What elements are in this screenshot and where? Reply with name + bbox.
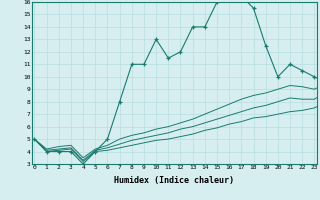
X-axis label: Humidex (Indice chaleur): Humidex (Indice chaleur) [115,176,234,185]
